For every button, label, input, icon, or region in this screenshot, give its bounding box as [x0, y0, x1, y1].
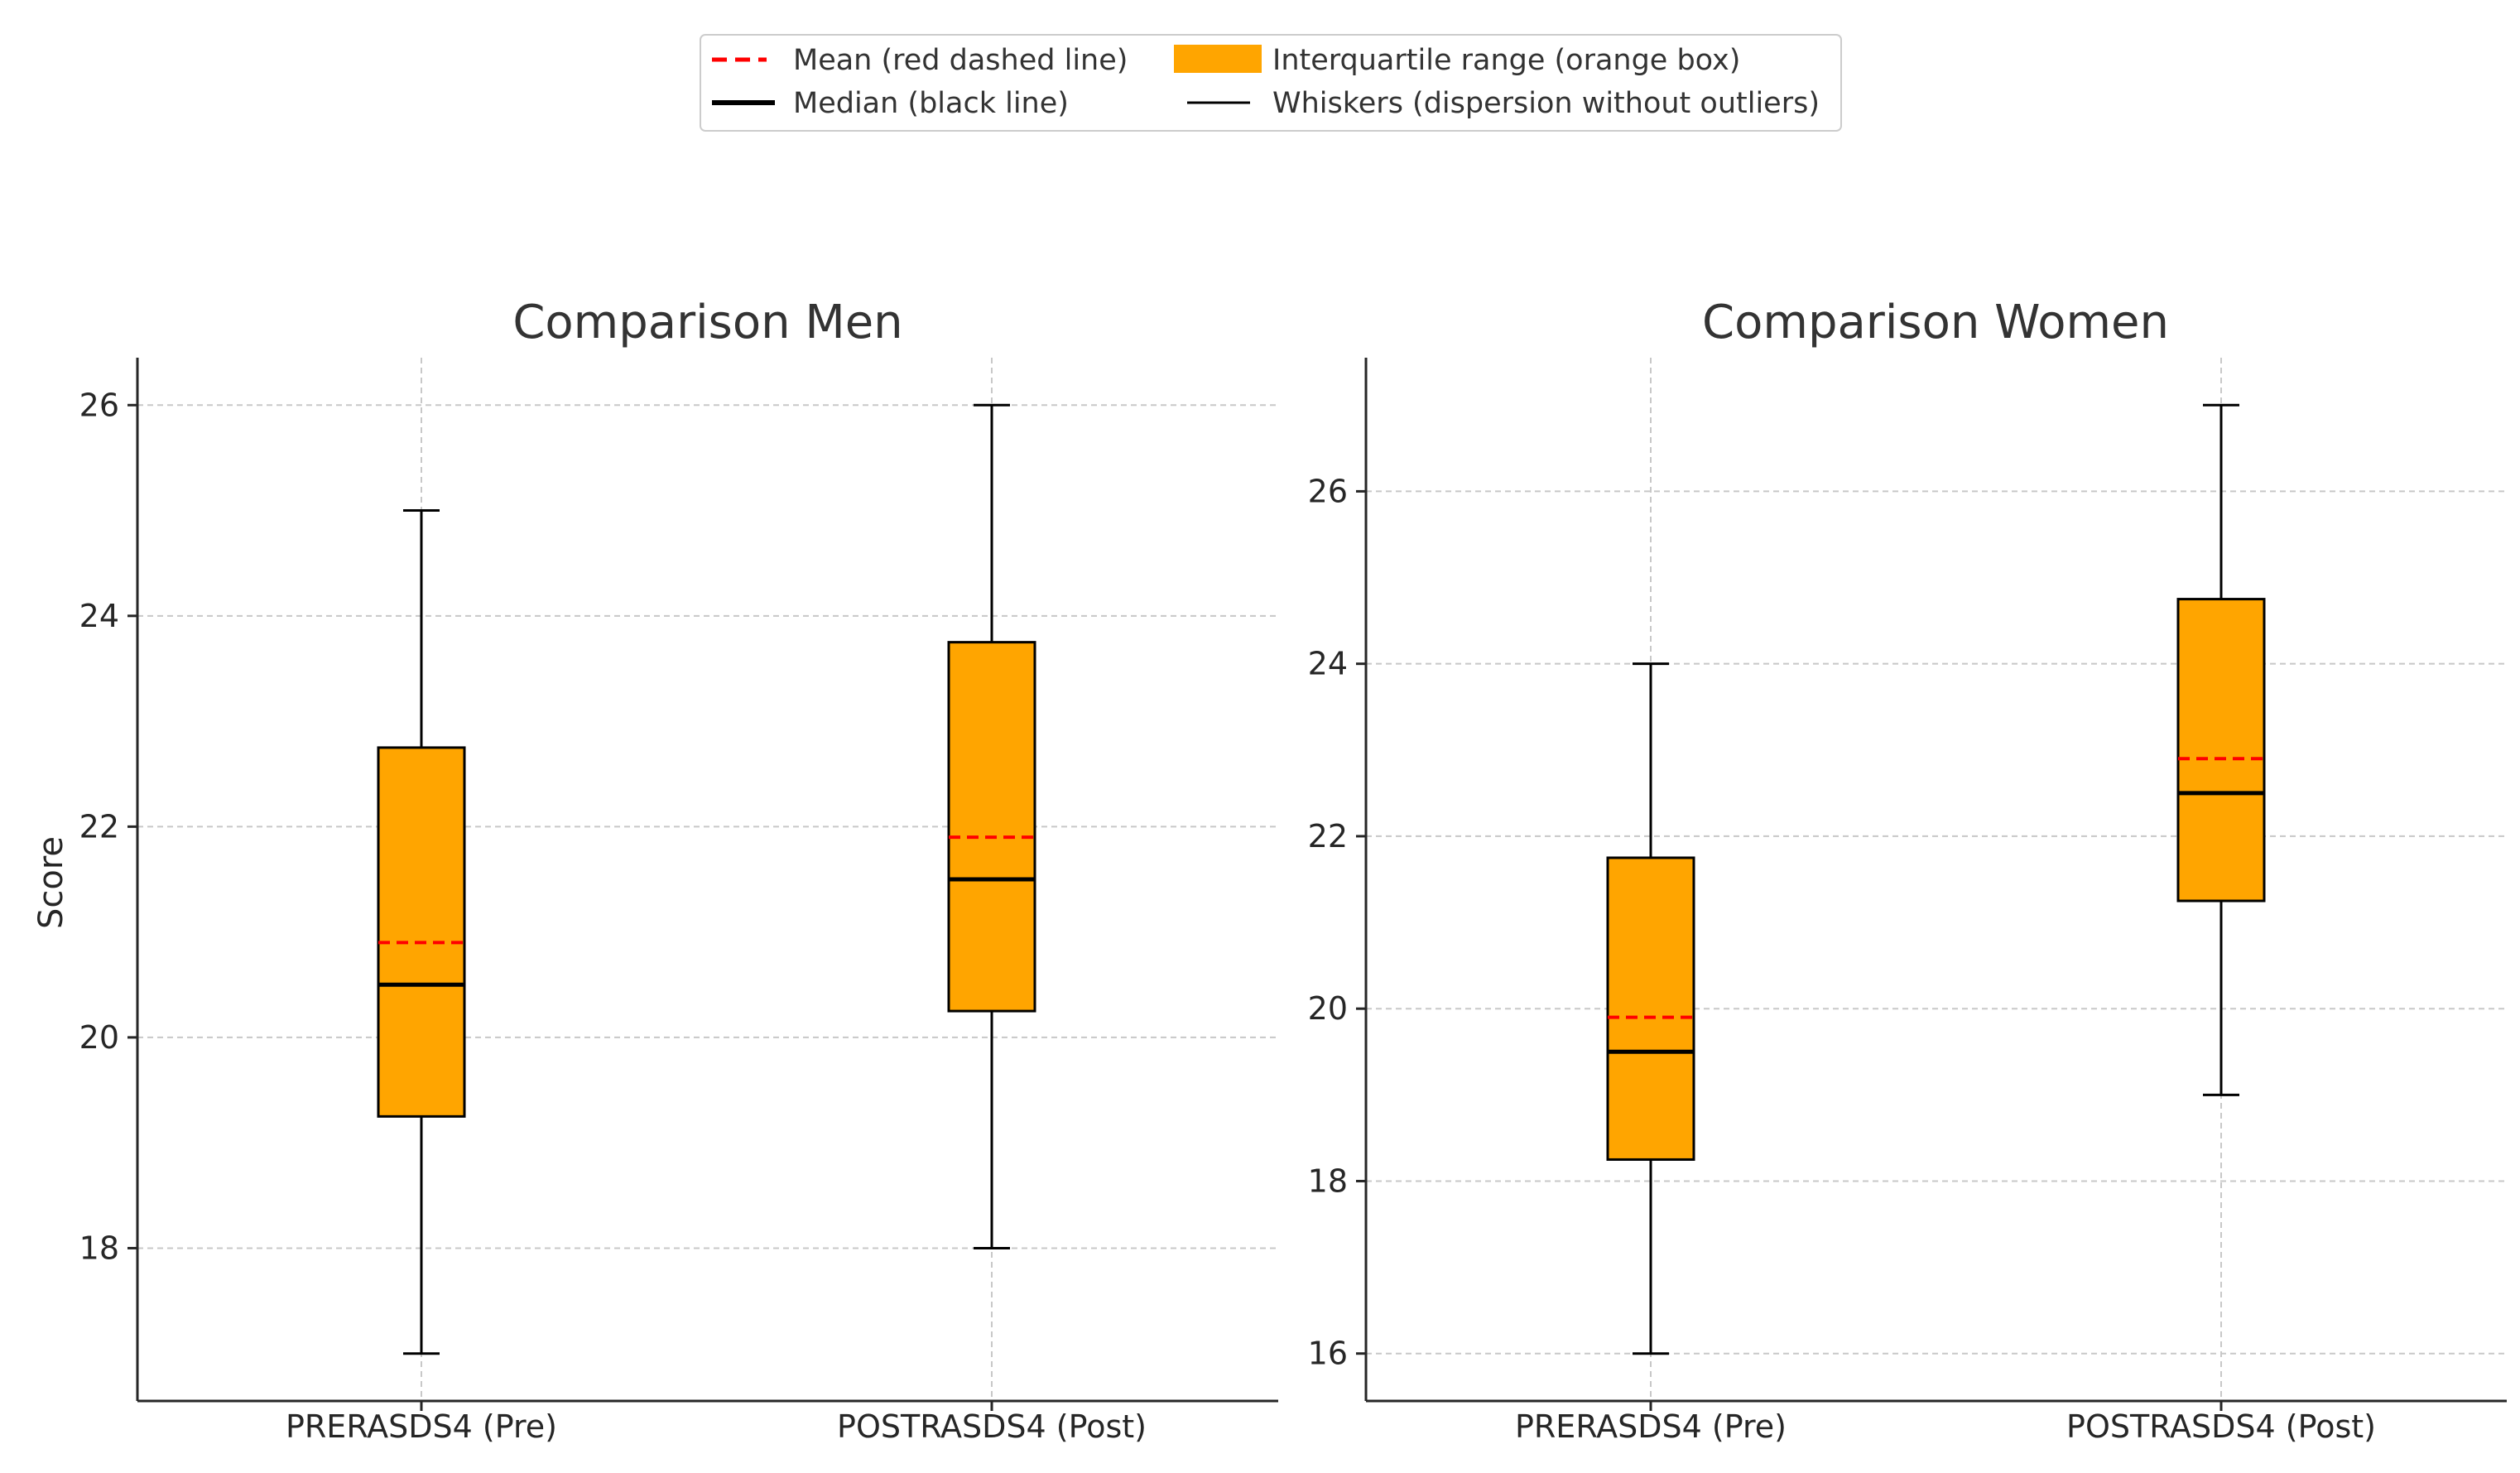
panel-women-pre-boxplot [1606, 662, 1695, 1355]
panel-men-y-tick-label: 26 [79, 387, 119, 423]
panel-men-post-iqr-box [947, 641, 1036, 1013]
panel-men-pre-boxplot [377, 509, 466, 1355]
panel-women-y-tick-label: 18 [1308, 1163, 1348, 1199]
panel-men-y-tick-label: 22 [79, 808, 119, 845]
panel-women-y-tick-label: 16 [1308, 1336, 1348, 1372]
legend-iqr-label: Interquartile range (orange box) [1272, 44, 1740, 77]
legend-iqr-swatch [1174, 45, 1262, 73]
panel-men: Comparison Men Score 18 20 22 24 26 PRERASDS… [32, 296, 1278, 1445]
panel-men-y-axis-label: Score [32, 836, 70, 929]
legend-whiskers-label: Whiskers (dispersion without outliers) [1272, 87, 1820, 120]
panel-women: Comparison Women 16 18 20 22 24 26 PRERASDS4 … [1308, 296, 2507, 1445]
panel-men-pre-iqr-box [377, 746, 466, 1118]
panel-women-x-tick-label: PRERASDS4 (Pre) [1515, 1408, 1787, 1445]
panel-women-title: Comparison Women [1702, 296, 2169, 349]
panel-men-y-tick-label: 24 [79, 598, 119, 634]
panel-women-y-tick-label: 20 [1308, 990, 1348, 1027]
panel-men-title: Comparison Men [512, 296, 902, 349]
panel-men-x-tick-label: PRERASDS4 (Pre) [286, 1408, 557, 1445]
panel-women-post-boxplot [2176, 403, 2266, 1096]
panel-women-x-tick-label: POSTRASDS4 (Post) [2066, 1408, 2376, 1445]
legend-frame [700, 34, 1842, 132]
panel-women-pre-iqr-box [1606, 856, 1695, 1161]
panel-men-y-tick-label: 18 [79, 1230, 119, 1266]
chart-legend: Mean (red dashed line) Interquartile ran… [700, 34, 1842, 132]
panel-women-y-tick-label: 26 [1308, 473, 1348, 509]
panel-women-post-iqr-box [2176, 598, 2266, 903]
legend-mean-label: Mean (red dashed line) [793, 44, 1128, 77]
legend-median-label: Median (black line) [793, 87, 1069, 120]
panel-men-y-tick-label: 20 [79, 1019, 119, 1056]
panel-women-y-tick-label: 24 [1308, 646, 1348, 682]
panel-men-post-boxplot [947, 403, 1036, 1249]
panel-men-x-tick-label: POSTRASDS4 (Post) [837, 1408, 1147, 1445]
panel-women-y-tick-label: 22 [1308, 818, 1348, 854]
